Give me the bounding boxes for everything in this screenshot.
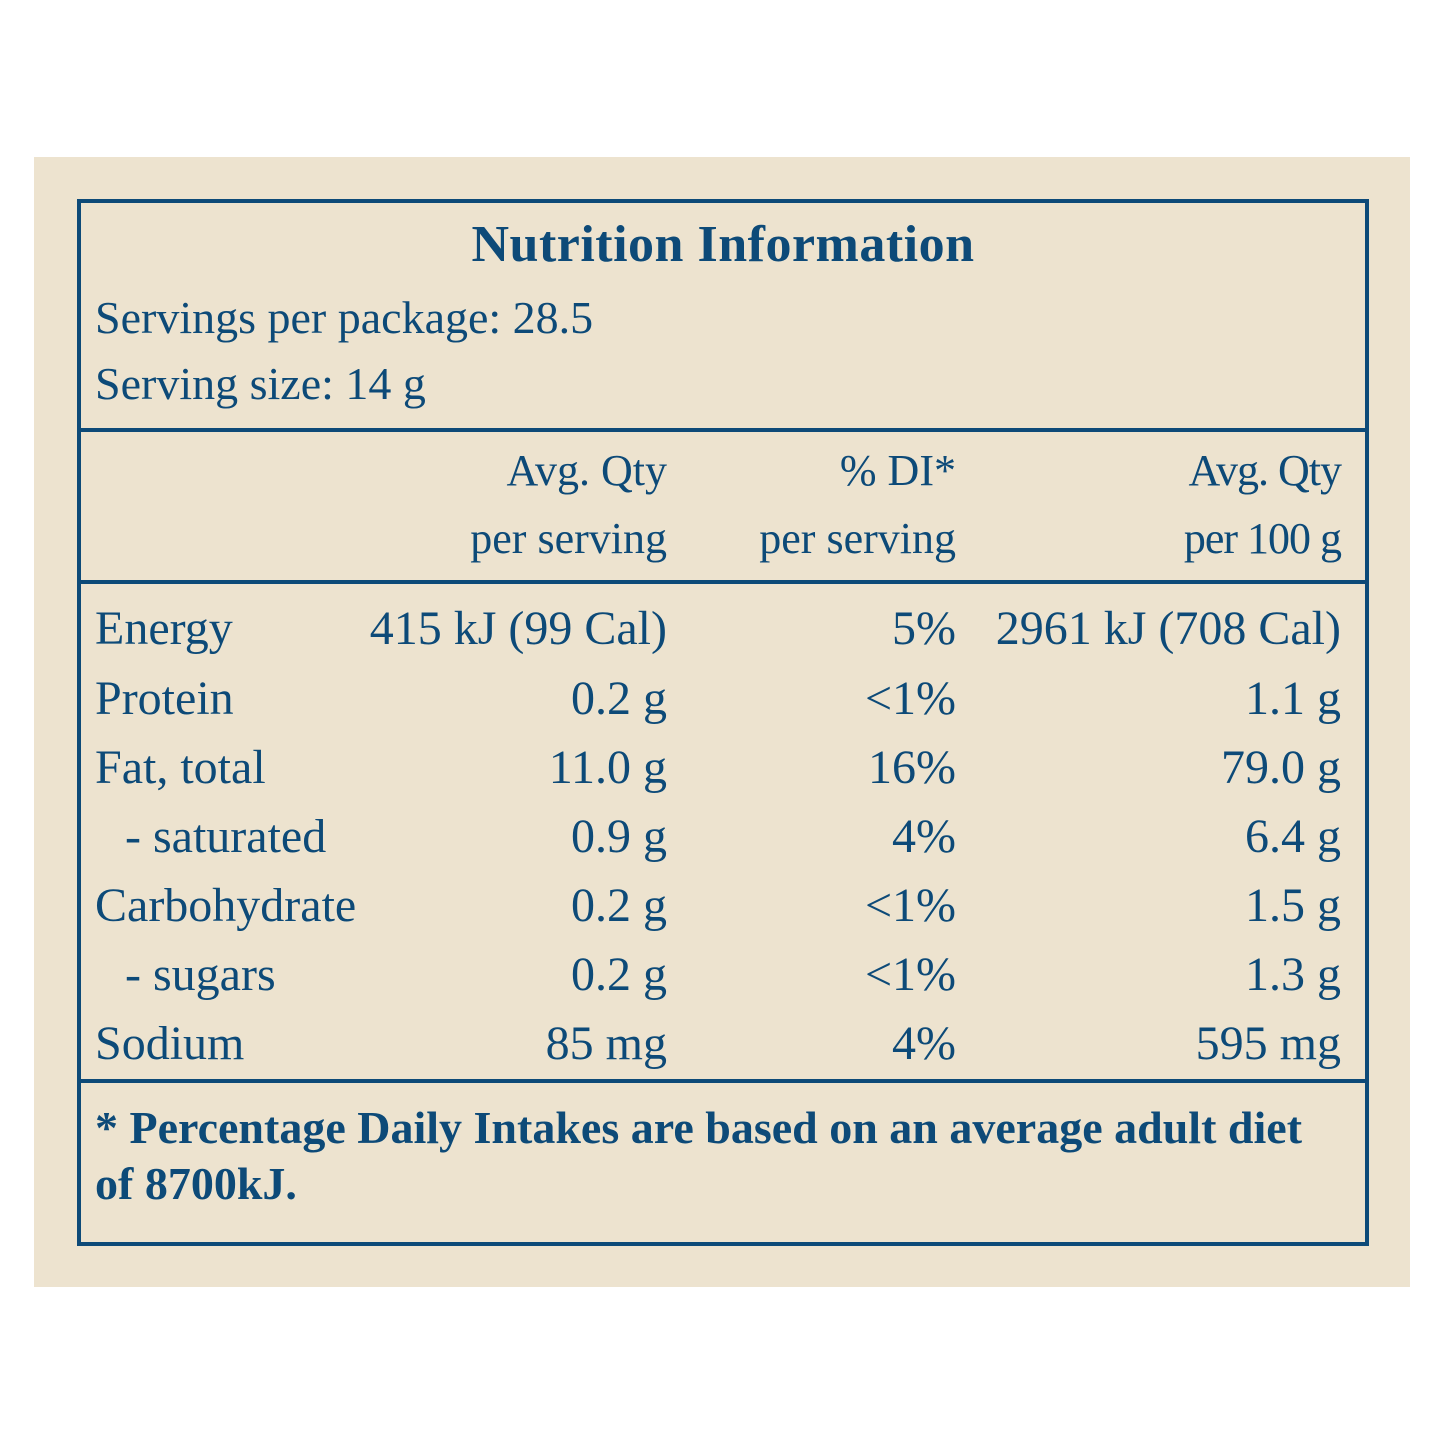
divider-header — [81, 580, 1365, 584]
divider-footer — [81, 1079, 1365, 1083]
per-serving-value: 11.0 g — [548, 741, 667, 794]
header-per-serving-line2: per serving — [470, 514, 667, 563]
per-serving-value: 85 mg — [545, 1017, 667, 1070]
row-label: Sodium — [95, 1017, 245, 1070]
per-100g-value: 6.4 g — [1245, 810, 1341, 863]
servings-per-package: Servings per package: 28.5 — [95, 292, 594, 343]
row-label: Fat, total — [95, 741, 266, 794]
serving-size: Serving size: 14 g — [95, 358, 426, 409]
table-row: Protein 0.2 g <1% 1.1 g — [81, 669, 1365, 739]
header-per-100g-line1: Avg. Qty — [1188, 446, 1342, 495]
per-100g-value: 595 mg — [1195, 1017, 1341, 1070]
per-serving-value: 0.2 g — [571, 672, 667, 725]
header-per-serving-line1: Avg. Qty — [506, 446, 667, 495]
footnote: * Percentage Daily Intakes are based on … — [95, 1102, 1303, 1209]
per-serving-value: 415 kJ (99 Cal) — [369, 602, 667, 655]
per-serving-value: 0.9 g — [571, 810, 667, 863]
table-row: Fat, total 11.0 g 16% 79.0 g — [81, 738, 1365, 808]
table-row: Sodium 85 mg 4% 595 mg — [81, 1014, 1365, 1084]
table-row: - sugars 0.2 g <1% 1.3 g — [81, 945, 1365, 1015]
per-100g-value: 79.0 g — [1221, 741, 1341, 794]
di-value: 5% — [892, 602, 956, 655]
row-label: Protein — [95, 672, 234, 725]
table-row: Carbohydrate 0.2 g <1% 1.5 g — [81, 876, 1365, 946]
per-100g-value: 1.1 g — [1245, 672, 1341, 725]
di-value: <1% — [864, 879, 956, 932]
label-background — [34, 157, 1410, 1287]
row-label: - sugars — [125, 948, 276, 1001]
di-value: <1% — [864, 672, 956, 725]
per-100g-value: 1.5 g — [1245, 879, 1341, 932]
table-row: - saturated 0.9 g 4% 6.4 g — [81, 807, 1365, 877]
panel-title: Nutrition Information — [471, 216, 975, 273]
per-100g-value: 2961 kJ (708 Cal) — [995, 602, 1341, 655]
di-value: 16% — [868, 741, 956, 794]
di-value: 4% — [892, 1017, 956, 1070]
per-serving-value: 0.2 g — [571, 948, 667, 1001]
header-di-line1: % DI* — [839, 446, 956, 495]
row-label: Carbohydrate — [95, 879, 357, 932]
row-label: - saturated — [125, 810, 327, 863]
row-label: Energy — [95, 602, 233, 655]
header-di-line2: per serving — [759, 514, 956, 563]
nutrition-panel: Nutrition Information Servings per packa… — [77, 199, 1369, 1246]
table-row: Energy 415 kJ (99 Cal) 5% 2961 kJ (708 C… — [81, 599, 1365, 669]
header-per-100g-line2: per 100 g — [1183, 514, 1342, 563]
divider-top — [81, 428, 1365, 432]
per-serving-value: 0.2 g — [571, 879, 667, 932]
di-value: <1% — [864, 948, 956, 1001]
di-value: 4% — [892, 810, 956, 863]
per-100g-value: 1.3 g — [1245, 948, 1341, 1001]
